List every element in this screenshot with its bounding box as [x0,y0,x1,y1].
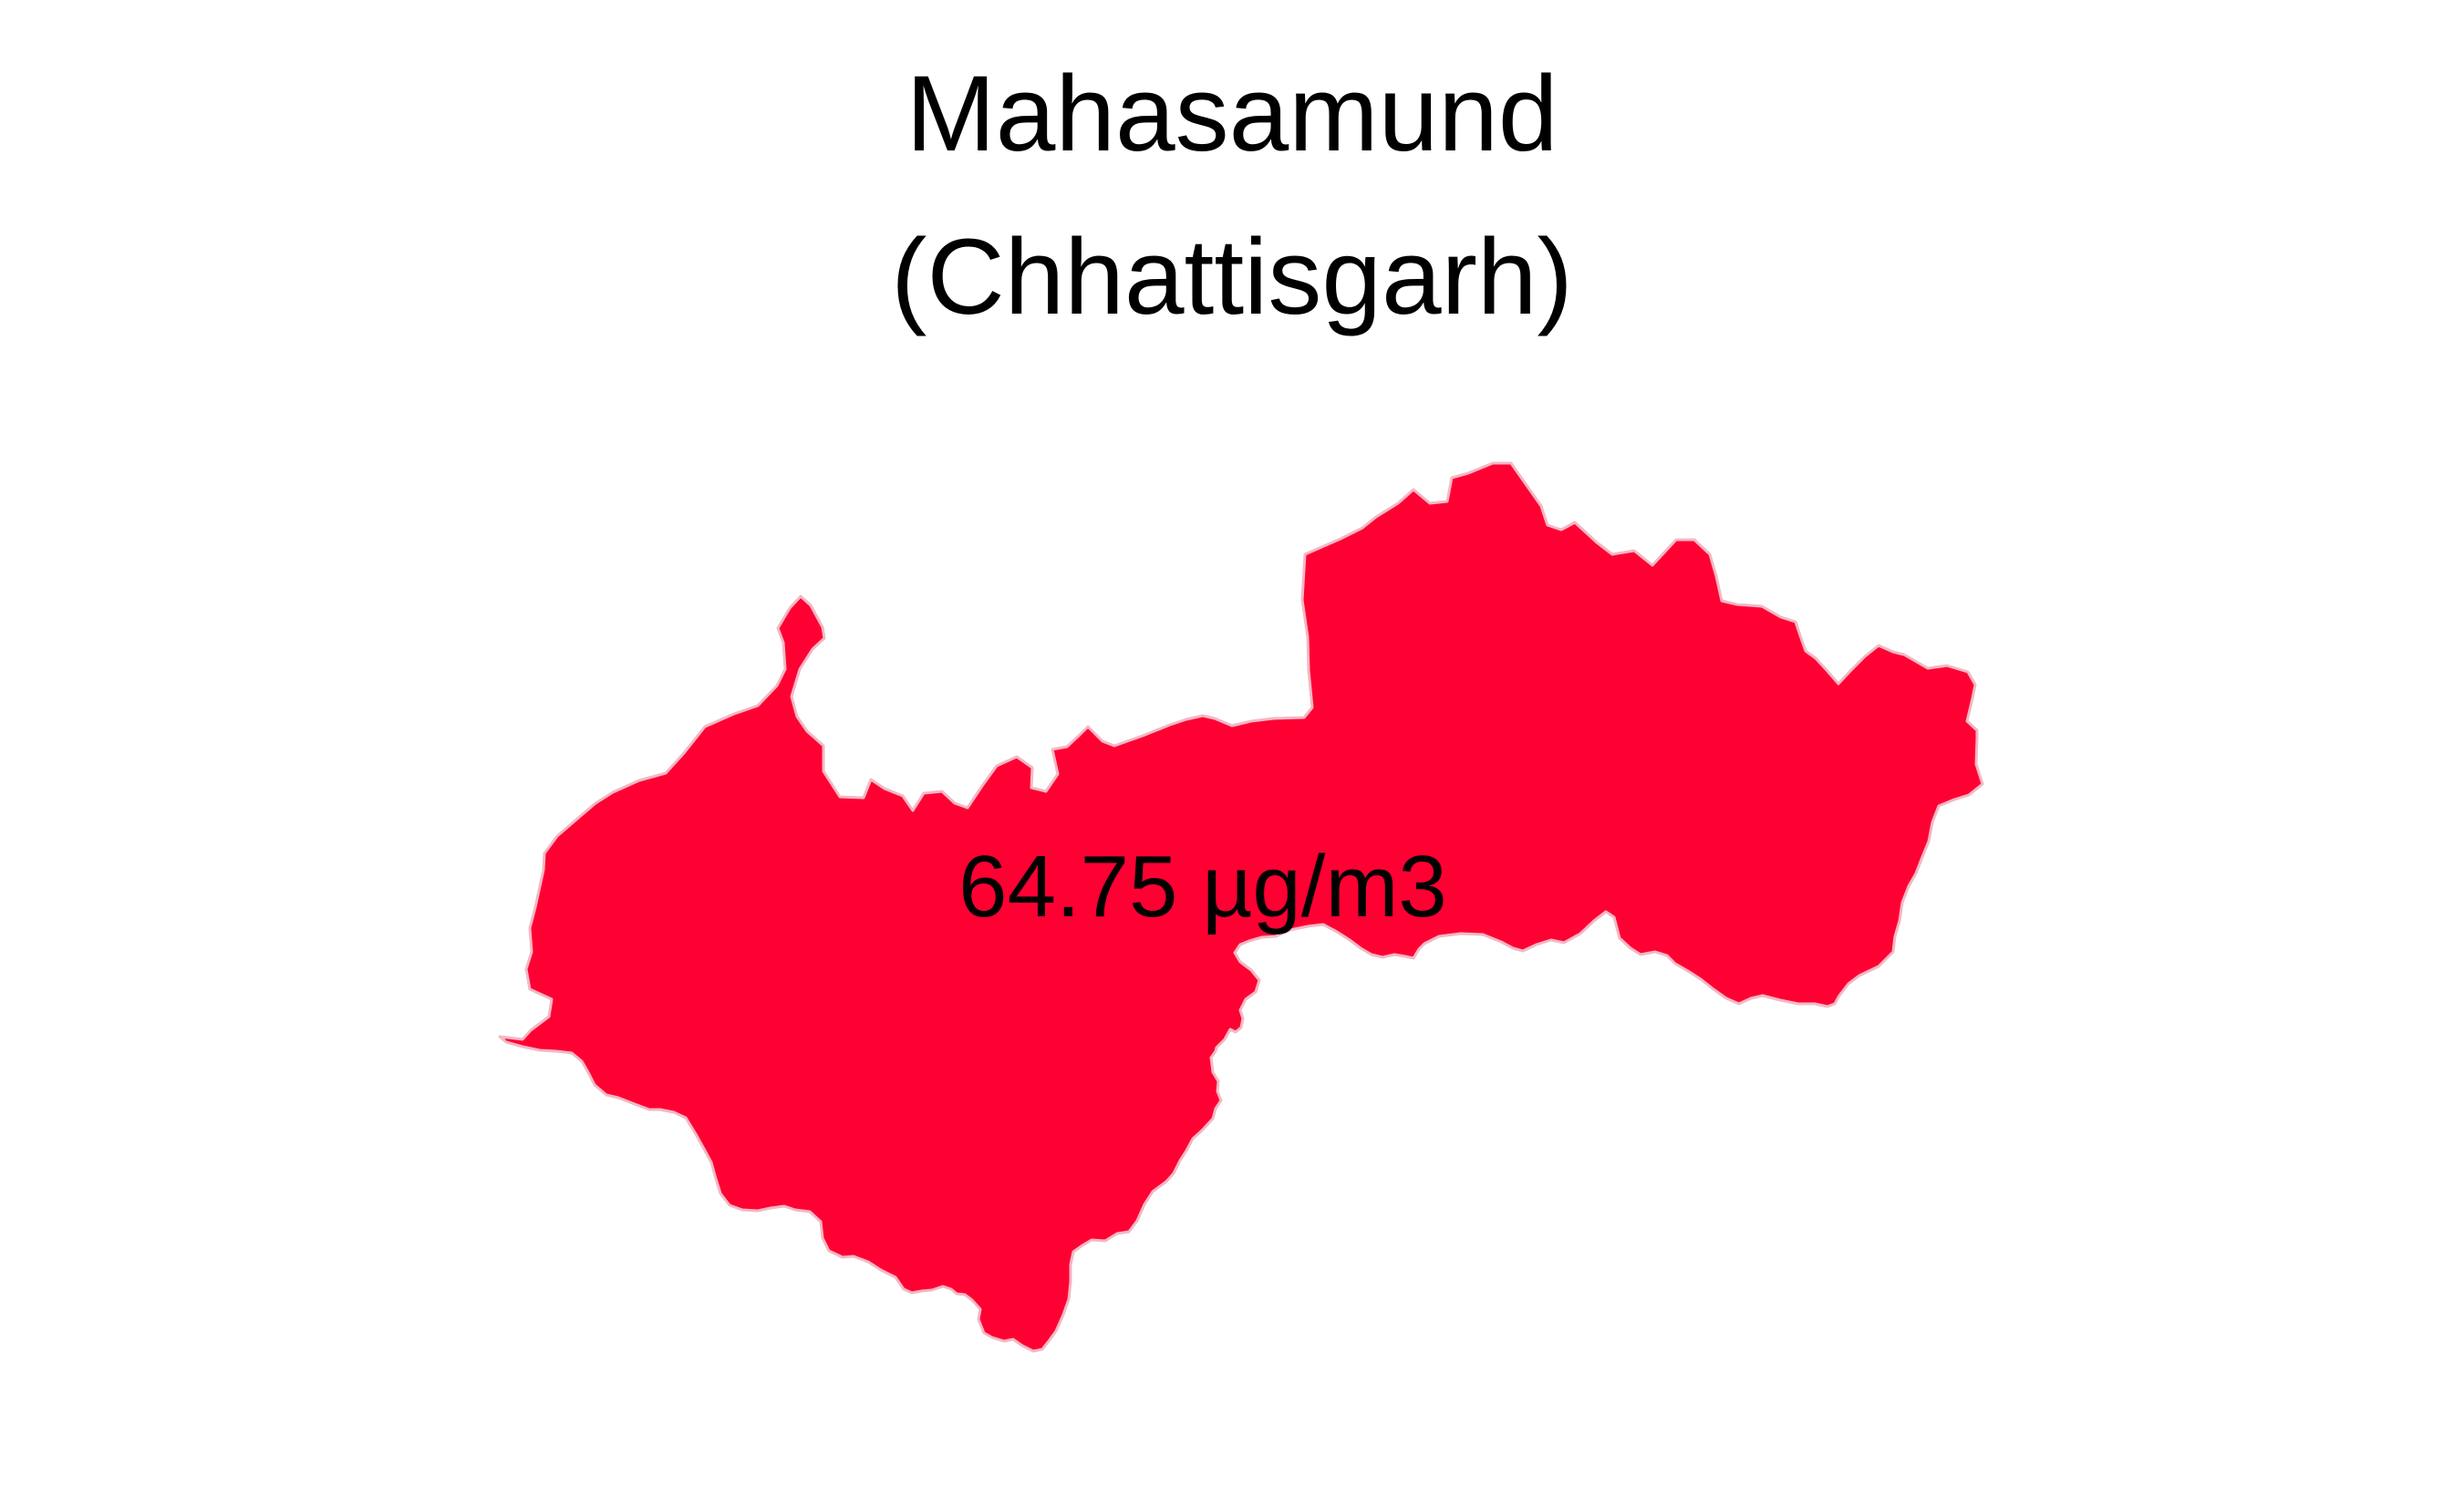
value-label: 64.75 µg/m3 [958,838,1447,935]
map-title-district: Mahasamund [906,54,1558,174]
district-shape-mahasamund [498,461,1984,1353]
map-title-state: (Chhattisgarh) [891,217,1573,337]
